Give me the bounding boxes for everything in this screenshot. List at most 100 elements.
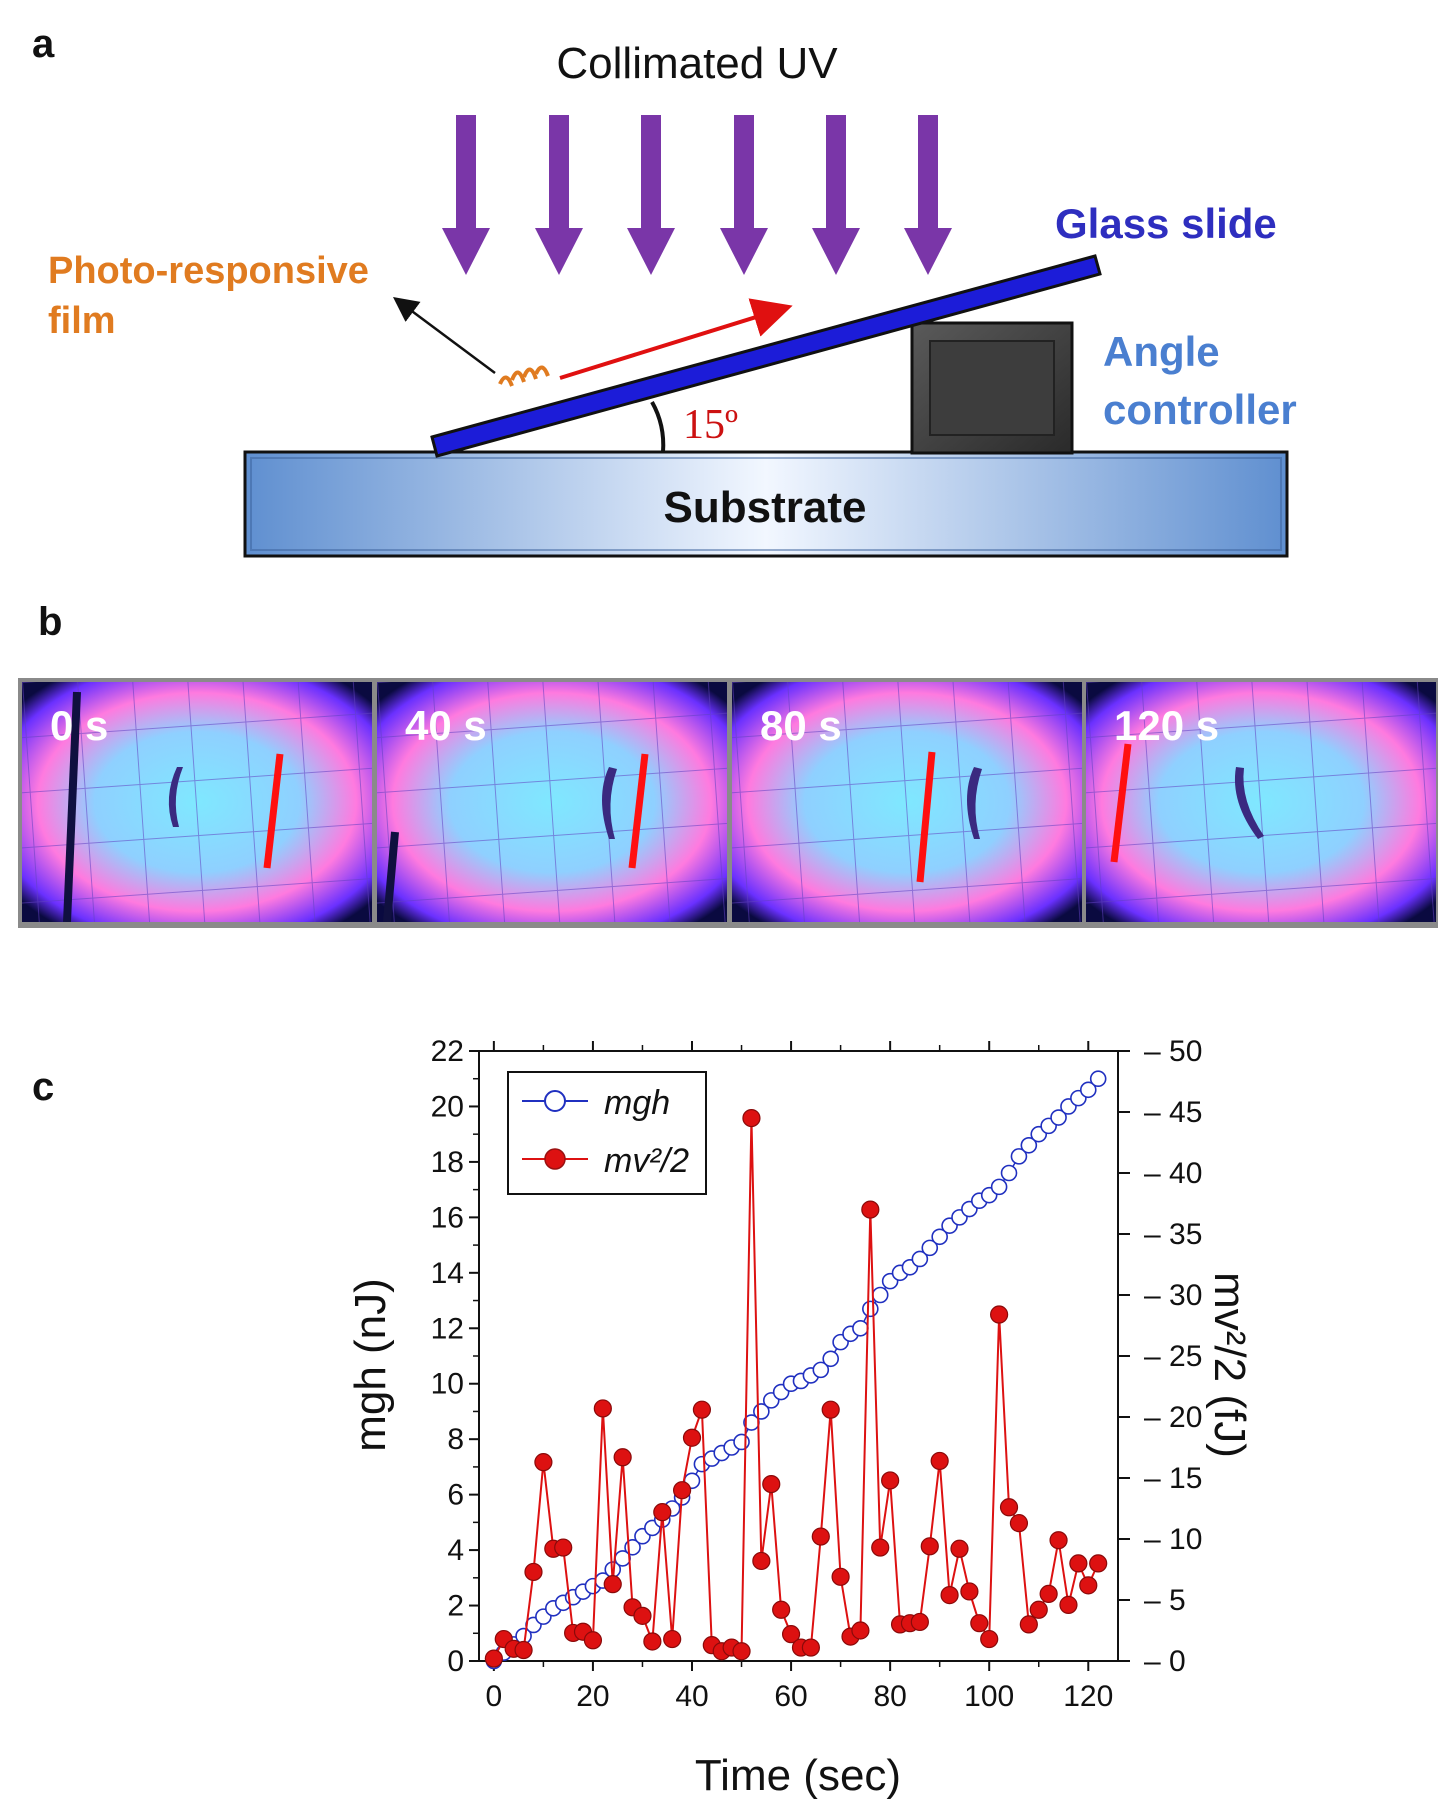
uv-arrow [535, 115, 583, 275]
mgh-point [1010, 1148, 1028, 1165]
kinetic-point [990, 1305, 1009, 1324]
legend-kin-label: mv²/2 [604, 1142, 689, 1180]
uv-arrow [627, 115, 675, 275]
photo-frame: 80 s [732, 682, 1082, 922]
kinetic-point [1009, 1514, 1029, 1533]
mgh-point [921, 1239, 939, 1257]
kinetic-point [613, 1448, 632, 1467]
mgh-point [911, 1250, 929, 1268]
kinetic-point [1079, 1576, 1098, 1595]
kinetic-point [653, 1503, 672, 1522]
mgh-point [733, 1433, 750, 1451]
energy-chart: 0 20 40 60 80 100 120 0 2 4 6 8 10 12 14 16 18 20 22 – 0 – 5… [346, 1035, 1254, 1800]
series-mgh [485, 1070, 1107, 1670]
kinetic-point [881, 1471, 900, 1490]
kinetic-point [851, 1621, 870, 1640]
y-left-tick-label: 0 [447, 1645, 464, 1678]
kinetic-point [554, 1538, 573, 1557]
x-tick-label: 60 [774, 1680, 807, 1713]
kinetic-point [999, 1498, 1019, 1517]
film-label-line1: Photo-responsive [48, 250, 369, 292]
uv-arrow [904, 115, 952, 275]
frame-time-label: 40 s [405, 702, 487, 749]
y-axis-left-label: mgh (nJ) [346, 1278, 395, 1452]
mgh-point [931, 1228, 948, 1246]
kinetic-point [593, 1399, 612, 1418]
kinetic-point [1049, 1531, 1068, 1550]
position-marker [628, 753, 649, 869]
photo-frame: 0 s [22, 682, 372, 922]
kinetic-point [1029, 1600, 1048, 1619]
y-left-tick-label: 16 [431, 1201, 464, 1234]
legend-box [507, 1071, 707, 1195]
frame-time-label: 120 s [1114, 702, 1220, 749]
y-left-tick-label: 14 [431, 1257, 464, 1290]
kinetic-point [831, 1567, 850, 1586]
y-right-tick-label: – 25 [1144, 1340, 1202, 1373]
glass-slide-label: Glass slide [1055, 200, 1277, 247]
mgh-point [852, 1319, 869, 1337]
kinetic-point [692, 1400, 712, 1419]
mgh-point [990, 1178, 1008, 1196]
kinetic-point [484, 1649, 503, 1668]
kinetic-point [672, 1481, 692, 1500]
y-right-tick-label: – 0 [1144, 1645, 1186, 1678]
y-left-tick-label: 6 [447, 1479, 464, 1512]
kinetic-point [950, 1539, 969, 1558]
frame-time-label: 0 s [50, 702, 109, 749]
kinetic-point [781, 1625, 801, 1644]
uv-arrows [442, 115, 952, 275]
kinetic-point [603, 1575, 622, 1594]
y-left-tick-label: 4 [447, 1534, 464, 1567]
x-tick-label: 80 [873, 1680, 906, 1713]
legend-mgh-marker [544, 1090, 566, 1112]
kinetic-point [930, 1451, 949, 1471]
controller-label-line1: Angle [1103, 328, 1220, 375]
kinetic-point [1019, 1615, 1038, 1634]
x-tick-label: 20 [576, 1680, 609, 1713]
film-label-line2: film [48, 300, 116, 342]
kinetic-point [772, 1600, 791, 1619]
mgh-point [1050, 1109, 1067, 1126]
kinetic-point [1089, 1554, 1108, 1573]
kinetic-point [811, 1527, 830, 1546]
kinetic-point [940, 1586, 959, 1605]
kinetic-point [514, 1640, 533, 1660]
position-marker [916, 751, 936, 883]
kinetic-point [1059, 1595, 1078, 1614]
position-marker [1110, 743, 1132, 863]
film-pointer-arrow [392, 297, 496, 375]
uv-arrow [812, 115, 860, 275]
photo-sequence: 0 s 40 s [18, 678, 1438, 928]
panel-b-letter: b [38, 600, 63, 644]
uv-arrow [720, 115, 768, 275]
y-right-tick-label: – 5 [1144, 1584, 1186, 1617]
kinetic-point [633, 1606, 652, 1625]
kinetic-point [762, 1475, 781, 1494]
angle-arc [650, 401, 666, 453]
panel-a-letter: a [32, 22, 55, 66]
y-right-tick-label: – 35 [1144, 1218, 1202, 1251]
y-left-tick-label: 12 [431, 1312, 464, 1345]
photo-frame: 40 s [377, 682, 727, 922]
photo-frame: 120 s [1086, 682, 1436, 922]
kinetic-point [801, 1638, 820, 1657]
y-right-tick-label: – 45 [1144, 1096, 1202, 1129]
kinetic-point [524, 1562, 543, 1582]
photo-responsive-film [498, 365, 550, 387]
legend-kin-marker [544, 1148, 566, 1170]
mgh-point [1000, 1164, 1018, 1182]
kinetic-point [752, 1551, 771, 1571]
kinetic-point [732, 1642, 751, 1661]
mgh-point [812, 1361, 830, 1379]
kinetic-point [920, 1537, 939, 1556]
series-kinetic [484, 1108, 1108, 1668]
kinetic-point [1039, 1584, 1058, 1604]
kinetic-point [871, 1538, 890, 1557]
x-tick-label: 120 [1063, 1680, 1113, 1713]
y-right-tick-label: – 20 [1144, 1401, 1202, 1434]
legend-mgh-label: mgh [604, 1084, 670, 1122]
frame-time-label: 80 s [760, 702, 842, 749]
mgh-point [862, 1300, 879, 1318]
kinetic-point [742, 1108, 761, 1128]
